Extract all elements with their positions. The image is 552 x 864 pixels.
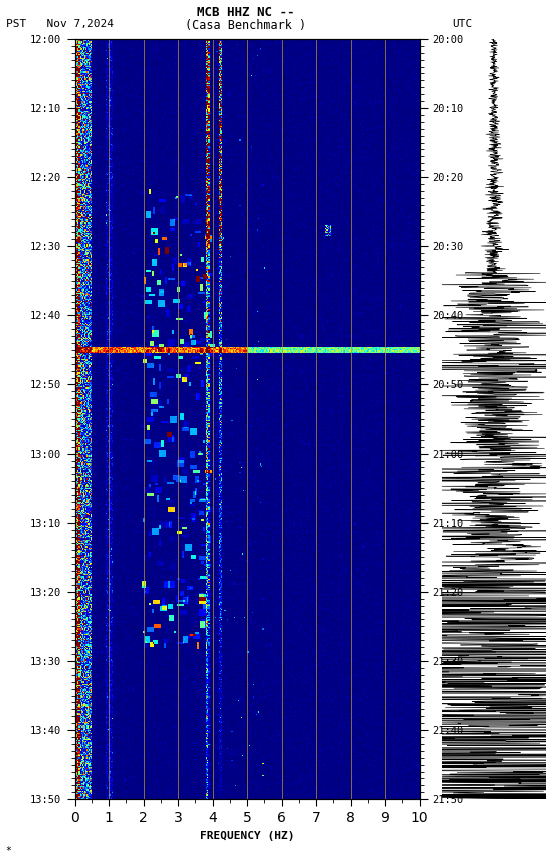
Text: PST   Nov 7,2024: PST Nov 7,2024 bbox=[6, 19, 114, 29]
X-axis label: FREQUENCY (HZ): FREQUENCY (HZ) bbox=[200, 830, 294, 841]
Text: (Casa Benchmark ): (Casa Benchmark ) bbox=[185, 19, 306, 32]
Text: *: * bbox=[6, 846, 12, 855]
Text: UTC: UTC bbox=[453, 19, 473, 29]
Text: MCB HHZ NC --: MCB HHZ NC -- bbox=[197, 6, 294, 19]
